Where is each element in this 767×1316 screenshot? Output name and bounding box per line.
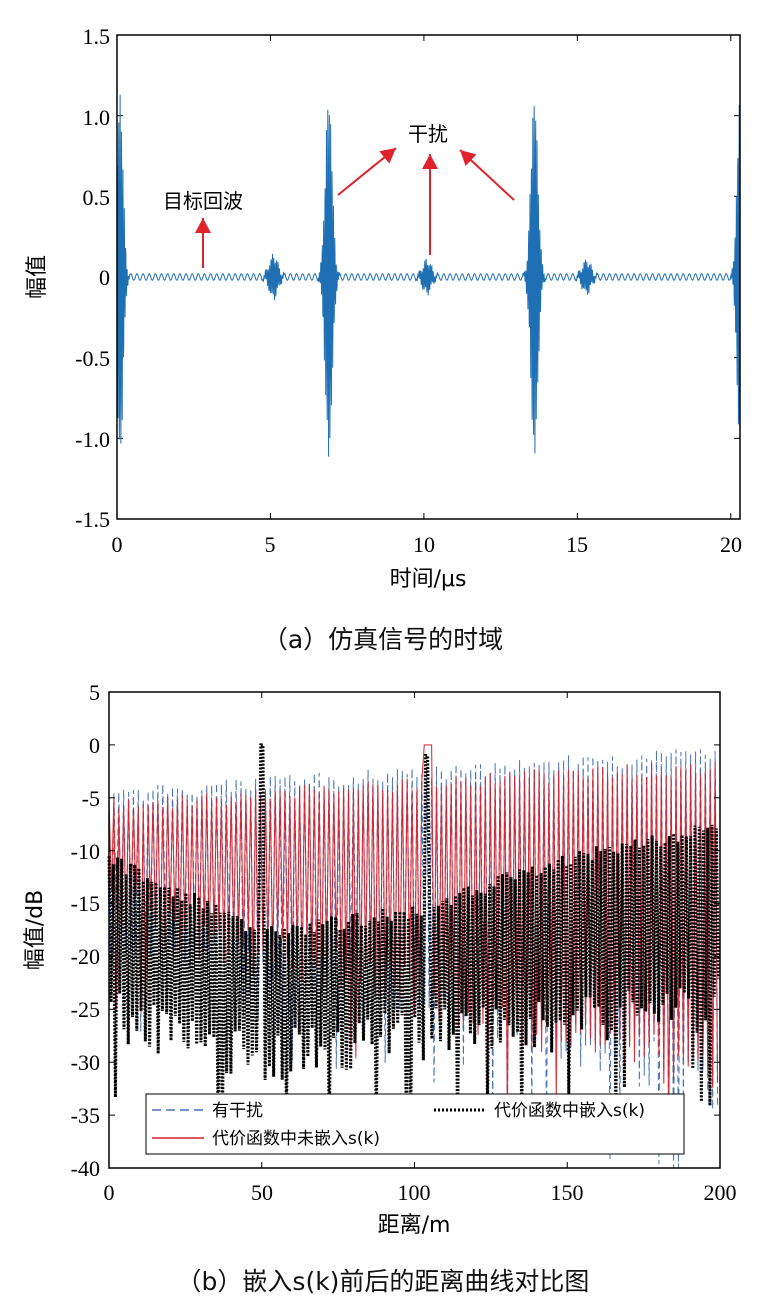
chart-b-ticks [108,691,721,1169]
chart-a-ytick-5: -0.5 [75,346,110,371]
chart-a-ytick-4: 0 [99,265,110,290]
chart-b-ytick-5: -15 [71,891,100,916]
chart-b-xtick-5: 200 [704,1180,737,1205]
chart-b-ytick-4: -10 [71,839,100,864]
chart-a-ytick-1: 1.5 [83,24,111,49]
legend-label-interference: 有干扰 [212,1101,263,1121]
arrow-interference-left-head [379,148,396,164]
annotation-interference: 干扰 [408,122,448,146]
annotation-arrows [195,147,515,268]
legend-label-embedded: 代价函数中嵌入s(k) [494,1101,645,1121]
chart-b-xtick-2: 50 [251,1180,273,1205]
chart-a-xtick-5: 20 [720,532,742,557]
chart-a-ytick-6: -1.0 [75,427,110,452]
chart-a-ytick-3: 0.5 [83,185,111,210]
series-line-3 [107,743,720,1146]
chart-a-ytick-2: 1.0 [83,105,111,130]
chart-b-lines [107,743,720,1169]
chart-b-xtick-3: 100 [398,1180,431,1205]
arrow-target-echo-head [195,218,211,233]
chart-b-ytick-3: -5 [82,786,100,811]
chart-a-signal [116,94,741,457]
chart-b-ytick-1: 5 [89,680,100,705]
chart-b-xlabel: 距离/m [378,1213,451,1238]
chart-b-ytick-2: 0 [89,733,100,758]
chart-a-xtick-1: 0 [112,532,123,557]
chart-b-caption: （b）嵌入s(k)前后的距离曲线对比图 [177,1267,590,1296]
chart-b-ytick-9: -35 [71,1103,100,1128]
chart-a-xtick-3: 10 [413,532,435,557]
chart-a-frame [116,34,741,520]
signal-line [116,94,741,457]
chart-a-ytick-7: -1.5 [75,507,110,532]
chart-b-legend: 有干扰 代价函数中嵌入s(k) 代价函数中未嵌入s(k) [145,1093,685,1155]
chart-b-ytick-10: -40 [71,1156,100,1181]
arrow-interference-mid-head [422,154,438,169]
chart-a-xlabel: 时间/μs [390,567,467,592]
chart-a-caption: （a）仿真信号的时域 [263,625,503,654]
chart-a-xtick-2: 5 [265,532,276,557]
chart-b-xtick-4: 150 [551,1180,584,1205]
chart-b-ytick-7: -25 [71,997,100,1022]
chart-a-xtick-4: 15 [566,532,588,557]
chart-b-ytick-8: -30 [71,1050,100,1075]
legend-box [145,1093,685,1155]
arrow-interference-right-head [460,150,477,167]
chart-a: 1.5 1.0 0.5 0 -0.5 -1.0 -1.5 0 5 10 15 2… [25,24,742,654]
chart-b-ylabel: 幅值/dB [23,890,48,970]
chart-b-xtick-1: 0 [104,1180,115,1205]
chart-b: 5 0 -5 -10 -15 -20 -25 -30 -35 -40 0 50 … [23,680,737,1296]
annotation-target-echo: 目标回波 [163,189,243,213]
legend-label-not-embedded: 代价函数中未嵌入s(k) [212,1129,380,1149]
chart-b-ytick-6: -20 [71,944,100,969]
chart-a-ylabel: 幅值 [25,255,50,299]
